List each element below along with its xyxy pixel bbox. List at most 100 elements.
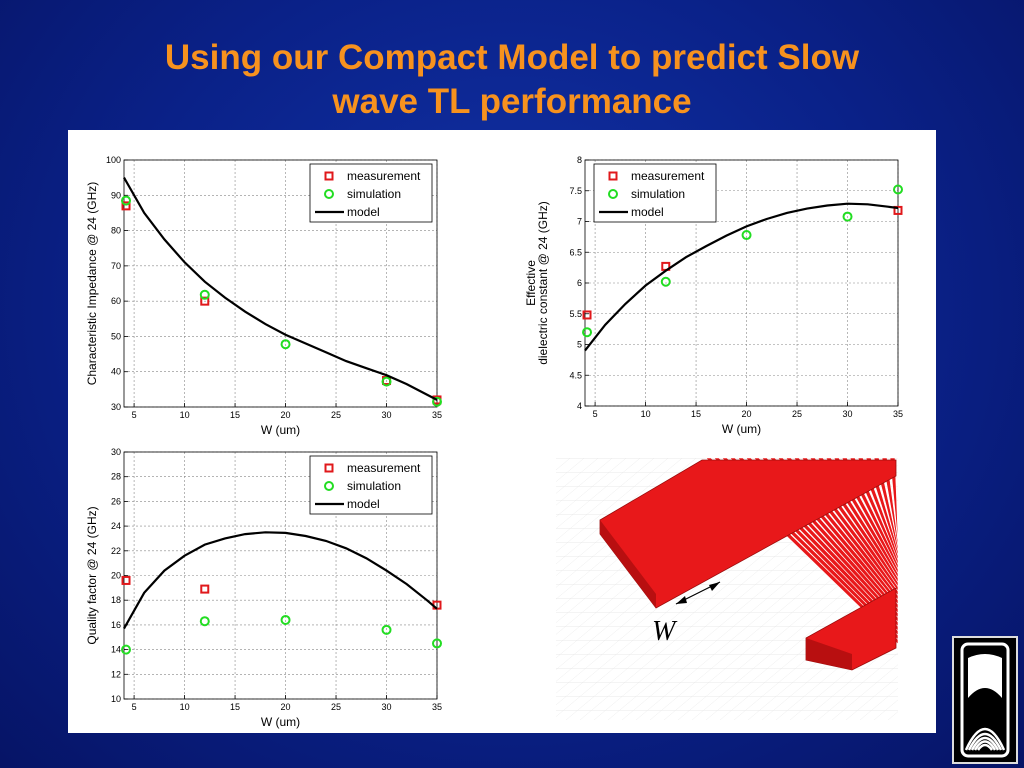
x-tick-label: 15	[230, 410, 240, 420]
y-tick-label: 90	[111, 190, 121, 200]
measurement-point	[582, 310, 592, 320]
legend: measurement simulation model	[309, 455, 433, 515]
y-tick-label: 5	[577, 340, 582, 350]
y-axis-label: Effective	[524, 260, 538, 306]
simulation-point	[432, 638, 442, 649]
y-tick-label: 12	[111, 669, 121, 679]
measurement-point	[200, 584, 210, 594]
x-tick-label: 10	[180, 702, 190, 712]
legend-label-simulation: simulation	[631, 187, 685, 201]
y-tick-label: 22	[111, 546, 121, 556]
y-tick-label: 24	[111, 521, 121, 531]
legend-marker-measurement	[324, 171, 334, 181]
signal-line-edge	[600, 520, 656, 608]
x-tick-label: 15	[691, 409, 701, 419]
y-tick-label: 10	[111, 694, 121, 704]
y-tick-label: 50	[111, 331, 121, 341]
x-tick-label: 25	[331, 410, 341, 420]
measurement-point	[200, 296, 210, 306]
grid	[124, 159, 438, 408]
x-axis-label: W (um)	[722, 422, 761, 436]
y-tick-label: 40	[111, 367, 121, 377]
series-model	[123, 177, 438, 401]
legend-label-simulation: simulation	[347, 187, 401, 201]
y-tick-label: 70	[111, 261, 121, 271]
ground-line-edge	[806, 638, 852, 670]
x-tick-label: 35	[432, 702, 442, 712]
simulation-point	[582, 327, 593, 338]
legend-marker-measurement	[324, 463, 334, 473]
series-model	[123, 531, 438, 630]
logo-graphic	[960, 642, 1010, 758]
y-tick-label: 5.5	[569, 309, 582, 319]
y-axis-label: Characteristic Impedance @ 24 (GHz)	[85, 182, 99, 386]
simulation-point	[432, 396, 442, 407]
y-tick-label: 4	[577, 401, 582, 411]
x-tick-label: 25	[792, 409, 802, 419]
y-tick-label: 8	[577, 155, 582, 165]
y-tick-label: 7.5	[569, 186, 582, 196]
slide-title-line-1: Using our Compact Model to predict Slow	[164, 38, 860, 77]
floating-strip	[889, 458, 898, 543]
legend-label-model: model	[631, 205, 664, 219]
legend-label-measurement: measurement	[347, 169, 421, 183]
y-tick-label: 80	[111, 226, 121, 236]
y-tick-label: 26	[111, 496, 121, 506]
series-simulation	[121, 195, 442, 407]
legend-label-model: model	[347, 205, 380, 219]
plot-frame	[123, 159, 438, 408]
x-axis-label: W (um)	[261, 715, 300, 729]
legend-label-model: model	[347, 497, 380, 511]
y-tick-label: 30	[111, 447, 121, 457]
x-tick-label: 20	[281, 702, 291, 712]
x-tick-label: 15	[230, 702, 240, 712]
floating-strip	[841, 458, 898, 570]
legend-marker-measurement	[608, 171, 618, 181]
y-tick-label: 100	[106, 155, 121, 165]
legend-marker-simulation	[324, 481, 334, 491]
y-tick-label: 30	[111, 402, 121, 412]
dielectric-chart: 5 10 15 20 25 30 35 4 4.5 5 5.5 6 6.5 7 7.5 8 W (um) Effe…	[524, 155, 903, 436]
arrow-head-right	[709, 582, 720, 591]
x-tick-label: 30	[382, 410, 392, 420]
y-tick-label: 16	[111, 620, 121, 630]
x-tick-label: 35	[432, 410, 442, 420]
simulation-point	[381, 624, 392, 635]
series-simulation	[121, 614, 442, 655]
x-tick-label: 30	[382, 702, 392, 712]
y-tick-label: 7	[577, 217, 582, 227]
legend-marker-simulation	[608, 189, 618, 199]
simulation-point	[842, 211, 853, 222]
simulation-point	[381, 376, 392, 387]
measurement-point	[121, 201, 131, 211]
y-tick-label: 60	[111, 296, 121, 306]
simulation-point	[121, 644, 132, 655]
x-tick-label: 20	[742, 409, 752, 419]
simulation-point	[199, 289, 210, 300]
y-tick-label: 28	[111, 472, 121, 482]
simulation-point	[280, 339, 291, 350]
content-panel: 5 10 15 20 25 30 35 30 40 50 60 70 80 90 100 W (um) Char…	[68, 130, 936, 733]
y-tick-label: 6.5	[569, 247, 582, 257]
slide-title: Using our Compact Model to predict Slow …	[0, 36, 1024, 124]
simulation-point	[280, 614, 291, 625]
model-curve	[123, 177, 438, 401]
simulation-point	[121, 195, 132, 206]
model-curve	[584, 202, 899, 352]
quality-factor-chart: 5 10 15 20 25 30 35 10 12 14 16 18 20 22 24 26 28 30 W (um…	[85, 447, 442, 729]
width-label: W	[652, 616, 678, 647]
y-tick-label: 18	[111, 595, 121, 605]
legend-label-simulation: simulation	[347, 479, 401, 493]
slow-wave-tl-illustration: W	[556, 458, 898, 720]
y-axis-label-line-2: dielectric constant @ 24 (GHz)	[536, 201, 550, 365]
legend: measurement simulation model	[593, 163, 717, 223]
simulation-point	[199, 616, 210, 627]
y-tick-label: 4.5	[569, 370, 582, 380]
legend-marker-simulation	[324, 189, 334, 199]
institution-logo	[952, 636, 1018, 764]
legend: measurement simulation model	[309, 163, 433, 223]
x-tick-label: 5	[593, 409, 598, 419]
measurement-point	[121, 575, 131, 585]
model-curve	[123, 531, 438, 630]
legend-label-measurement: measurement	[347, 461, 421, 475]
